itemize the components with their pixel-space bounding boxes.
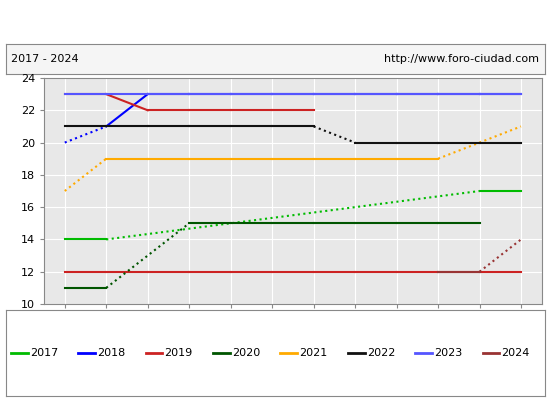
Text: 2021: 2021 [299, 348, 327, 358]
Text: 2019: 2019 [164, 348, 192, 358]
Text: 2020: 2020 [232, 348, 260, 358]
Text: http://www.foro-ciudad.com: http://www.foro-ciudad.com [384, 54, 539, 64]
Text: 2023: 2023 [434, 348, 462, 358]
Text: 2024: 2024 [502, 348, 530, 358]
Text: 2018: 2018 [97, 348, 125, 358]
Text: 2022: 2022 [367, 348, 395, 358]
Text: Evolucion num de emigrantes en Ador: Evolucion num de emigrantes en Ador [116, 12, 434, 30]
Text: 2017: 2017 [30, 348, 58, 358]
Text: 2017 - 2024: 2017 - 2024 [11, 54, 79, 64]
